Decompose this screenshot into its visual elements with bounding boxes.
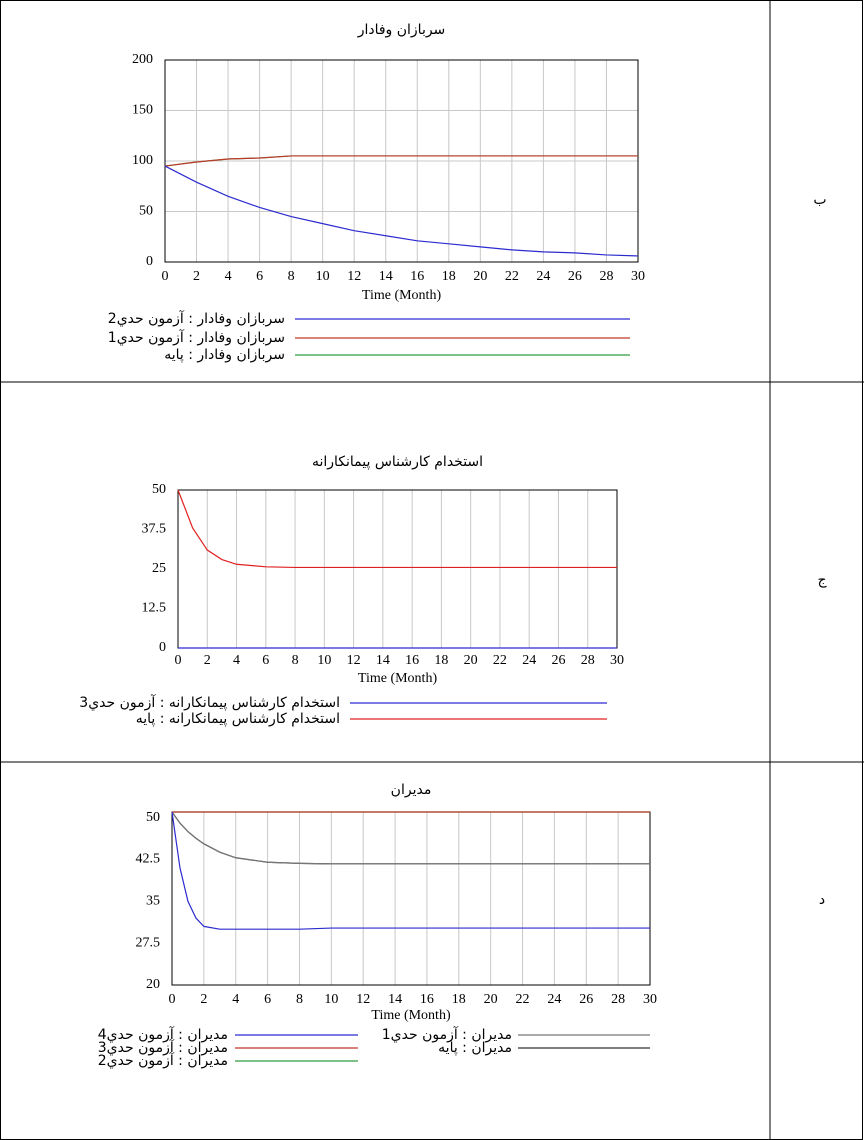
x-tick-label: 6 (256, 269, 263, 284)
plot-frame (164, 59, 639, 263)
x-tick-label: 12 (356, 992, 370, 1007)
x-tick-label: 24 (547, 992, 561, 1007)
panel-label: ج (817, 572, 827, 588)
x-tick-label: 0 (169, 992, 176, 1007)
legend-label: سربازان وفادار : آزمون حدي2 (108, 310, 285, 327)
y-tick-label: 0 (146, 254, 153, 269)
x-tick-label: 22 (505, 269, 519, 284)
x-tick-label: 18 (442, 269, 456, 284)
y-tick-label: 12.5 (142, 601, 167, 616)
series-line (171, 811, 650, 865)
y-tick-label: 100 (132, 153, 153, 168)
x-tick-label: 16 (405, 653, 419, 668)
panel-label: د (819, 892, 825, 908)
x-tick-label: 6 (264, 992, 271, 1007)
x-tick-label: 0 (162, 269, 169, 284)
y-tick-label: 150 (132, 103, 153, 118)
x-tick-label: 20 (484, 992, 498, 1007)
series-line (171, 811, 650, 930)
series-line (171, 811, 650, 865)
legend-label: مدیران : آزمون حدي3 (98, 1039, 228, 1056)
x-tick-label: 22 (516, 992, 530, 1007)
panel-label: ب (813, 192, 826, 208)
y-tick-label: 50 (152, 482, 166, 497)
x-tick-label: 2 (193, 269, 200, 284)
y-tick-label: 200 (132, 52, 153, 67)
x-tick-label: 4 (233, 653, 240, 668)
x-axis-label: Time (Month) (362, 288, 442, 303)
series-line (177, 489, 617, 569)
legend-label: استخدام کارشناس پیمانکارانه : پایه (136, 711, 340, 727)
x-tick-label: 0 (175, 653, 182, 668)
x-tick-label: 20 (464, 653, 478, 668)
y-tick-label: 20 (146, 977, 160, 992)
x-tick-label: 8 (292, 653, 299, 668)
y-tick-label: 27.5 (136, 935, 161, 950)
x-tick-label: 26 (579, 992, 593, 1007)
x-tick-label: 22 (493, 653, 507, 668)
x-tick-label: 14 (379, 269, 393, 284)
x-tick-label: 6 (262, 653, 269, 668)
x-tick-label: 8 (296, 992, 303, 1007)
x-tick-label: 14 (376, 653, 390, 668)
legend-label: مدیران : آزمون حدي4 (98, 1026, 228, 1043)
series-line (164, 165, 639, 257)
x-tick-label: 4 (232, 992, 239, 1007)
x-axis-label: Time (Month) (358, 671, 438, 686)
y-tick-label: 37.5 (142, 522, 167, 537)
x-tick-label: 26 (568, 269, 582, 284)
x-tick-label: 12 (347, 653, 361, 668)
y-tick-label: 50 (146, 810, 160, 825)
legend-label: سربازان وفادار : آزمون حدي1 (108, 329, 285, 346)
x-tick-label: 10 (316, 269, 330, 284)
x-tick-label: 24 (522, 653, 536, 668)
x-tick-label: 24 (536, 269, 550, 284)
x-tick-label: 10 (324, 992, 338, 1007)
legend-label: مدیران : آزمون حدي1 (382, 1026, 512, 1043)
chart-title: مدیران (391, 782, 432, 798)
x-tick-label: 30 (643, 992, 657, 1007)
x-tick-label: 30 (631, 269, 645, 284)
legend-label: مدیران : پایه (438, 1040, 512, 1056)
x-tick-label: 28 (611, 992, 625, 1007)
legend-label: استخدام کارشناس پیمانکارانه : آزمون حدي3 (79, 694, 340, 711)
y-tick-label: 50 (139, 204, 153, 219)
x-tick-label: 12 (347, 269, 361, 284)
x-tick-label: 28 (581, 653, 595, 668)
chart-title: استخدام کارشناس پیمانکارانه (312, 454, 483, 470)
x-tick-label: 16 (410, 269, 424, 284)
y-tick-label: 35 (146, 894, 160, 909)
y-tick-label: 42.5 (136, 852, 161, 867)
x-tick-label: 2 (200, 992, 207, 1007)
x-tick-label: 14 (388, 992, 402, 1007)
legend-label: مدیران : آزمون حدي2 (98, 1052, 228, 1069)
x-tick-label: 28 (599, 269, 613, 284)
chart-title: سربازان وفادار (357, 22, 446, 38)
x-tick-label: 18 (452, 992, 466, 1007)
x-tick-label: 8 (288, 269, 295, 284)
x-tick-label: 10 (317, 653, 331, 668)
x-tick-label: 4 (225, 269, 232, 284)
x-tick-label: 26 (551, 653, 565, 668)
y-tick-label: 25 (152, 561, 166, 576)
series-line (164, 155, 638, 167)
x-tick-label: 2 (204, 653, 211, 668)
x-tick-label: 30 (610, 653, 624, 668)
x-tick-label: 20 (473, 269, 487, 284)
y-tick-label: 0 (159, 640, 166, 655)
x-tick-label: 16 (420, 992, 434, 1007)
plot-frame (171, 811, 651, 986)
plot-frame (177, 489, 618, 649)
x-axis-label: Time (Month) (371, 1008, 451, 1023)
x-tick-label: 18 (434, 653, 448, 668)
legend-label: سربازان وفادار : پایه (164, 347, 285, 363)
